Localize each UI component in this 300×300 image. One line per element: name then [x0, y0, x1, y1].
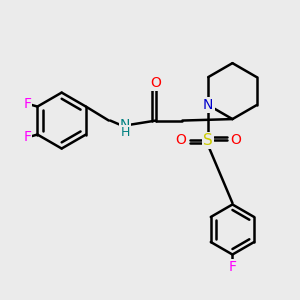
Text: H: H [120, 126, 130, 140]
Text: N: N [120, 118, 130, 132]
Text: O: O [176, 134, 186, 147]
Text: F: F [23, 130, 31, 145]
Text: S: S [203, 133, 213, 148]
Text: O: O [151, 76, 161, 90]
Text: N: N [203, 98, 213, 112]
Text: O: O [230, 134, 241, 147]
Text: F: F [228, 260, 236, 274]
Text: F: F [23, 97, 31, 111]
